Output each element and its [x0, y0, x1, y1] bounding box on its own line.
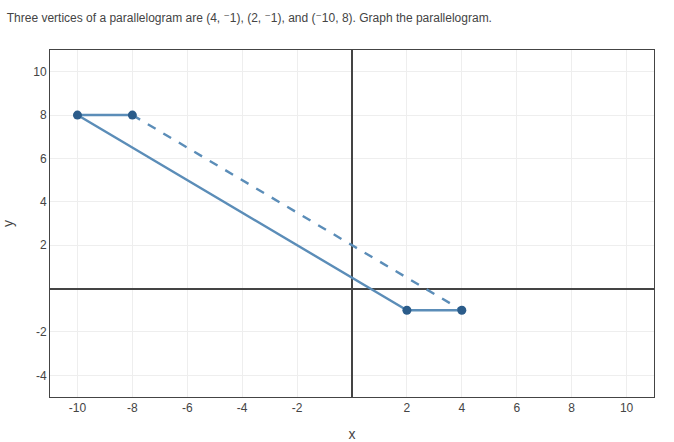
svg-text:6: 6: [40, 152, 47, 166]
svg-text:-10: -10: [69, 401, 87, 415]
svg-text:10: 10: [620, 401, 634, 415]
svg-text:-4: -4: [36, 369, 47, 383]
svg-text:8: 8: [40, 108, 47, 122]
svg-text:x: x: [349, 426, 356, 442]
svg-text:8: 8: [568, 401, 575, 415]
svg-text:-6: -6: [182, 401, 193, 415]
svg-text:4: 4: [458, 401, 465, 415]
svg-text:2: 2: [40, 238, 47, 252]
svg-text:2: 2: [404, 401, 411, 415]
svg-text:-8: -8: [127, 401, 138, 415]
svg-text:-2: -2: [292, 401, 303, 415]
svg-text:Three vertices of a parallelog: Three vertices of a parallelogram are (4…: [7, 11, 492, 25]
svg-text:4: 4: [40, 195, 47, 209]
svg-text:-2: -2: [36, 325, 47, 339]
svg-text:y: y: [0, 220, 16, 227]
svg-text:10: 10: [33, 65, 47, 79]
svg-text:-4: -4: [237, 401, 248, 415]
svg-text:6: 6: [513, 401, 520, 415]
